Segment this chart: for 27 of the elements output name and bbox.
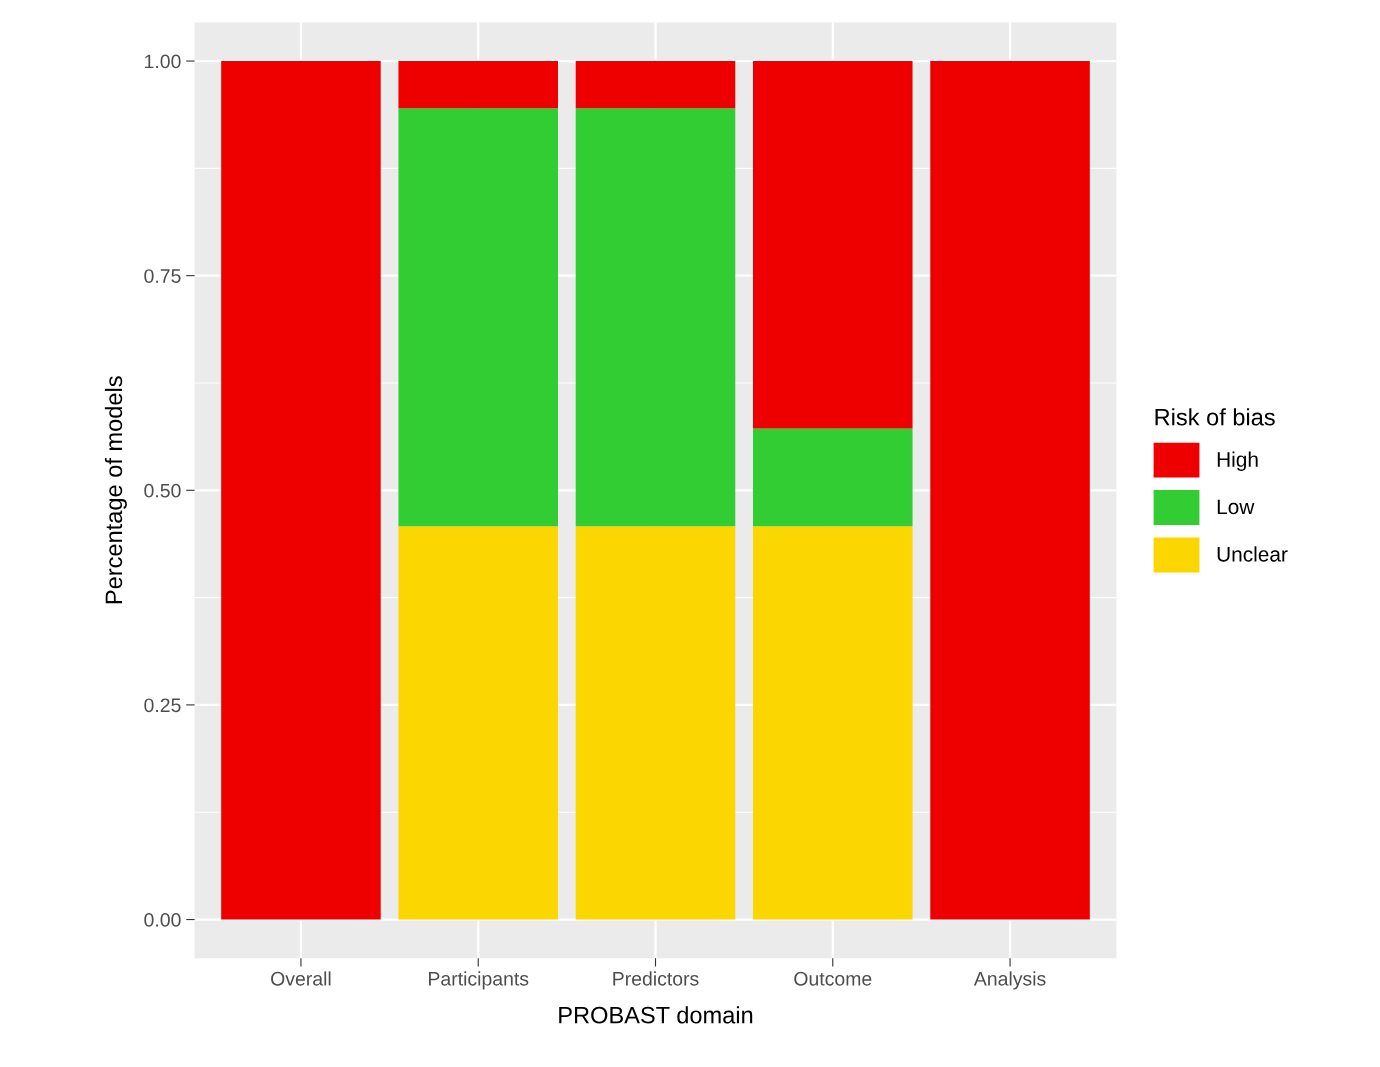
y-tick-label: 0.00 [144,913,181,927]
bar [398,526,558,920]
bar [221,61,381,920]
x-tick-label: Analysis [973,971,1046,990]
y-tick-label: 0.75 [144,269,181,283]
bar [575,108,736,527]
y-tick-label: 0.25 [144,698,181,713]
x-tick-label: Predictors [613,971,699,986]
bar [398,61,558,109]
y-tick-label: 0.50 [144,483,181,498]
x-tick-label: Overall [271,971,331,986]
bar [575,526,736,920]
y-tick-label: 1.00 [145,54,181,69]
y-axis-title: Percentage of models [104,376,127,604]
bar [753,428,913,527]
legend-label: High [1217,451,1258,471]
bar [753,526,913,920]
x-axis-title: PROBAST domain [559,1006,753,1024]
bar [398,108,558,527]
legend-label: Unclear [1217,546,1288,562]
x-tick-label: Outcome [794,971,872,986]
bar [753,61,913,429]
bar [930,61,1090,920]
bar [575,61,736,109]
x-tick-label: Participants [429,971,529,990]
legend-label: Low [1217,499,1255,515]
legend-title: Risk of bias [1155,408,1275,426]
